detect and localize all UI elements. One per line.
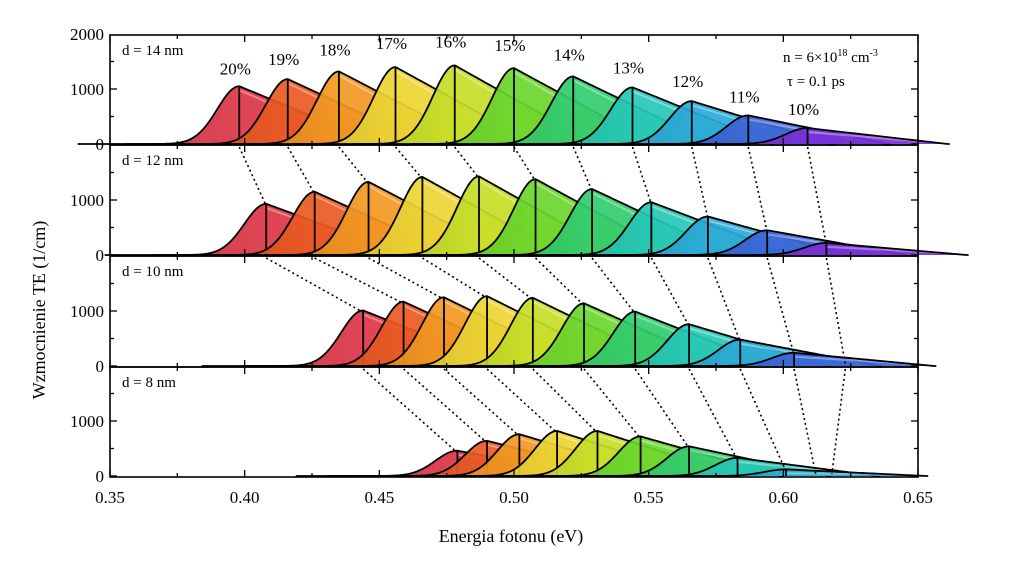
x-tick-label: 0.40 (230, 488, 260, 507)
trend-line-18pct (338, 146, 520, 437)
trend-line-20pct (238, 146, 458, 454)
composition-label-19pct: 19% (268, 50, 299, 69)
panel-label: d = 12 nm (122, 153, 184, 169)
trend-line-14pct (572, 146, 690, 449)
x-axis-title: Energia fotonu (eV) (439, 526, 584, 547)
x-tick-label: 0.35 (95, 488, 125, 507)
panel-d-12-nm: d = 12 nm (104, 153, 970, 256)
gain-curve-10pct (645, 127, 951, 145)
y-tick-label: 2000 (70, 25, 104, 44)
y-tick-label: 1000 (70, 302, 104, 321)
trend-line-17pct (394, 146, 558, 434)
x-tick-label: 0.55 (634, 488, 664, 507)
panel-label: d = 14 nm (122, 43, 184, 59)
trend-line-12pct (691, 146, 787, 472)
composition-label-17pct: 17% (376, 34, 407, 53)
composition-label-20pct: 20% (220, 59, 251, 78)
trend-line-13pct (631, 146, 739, 461)
composition-trend-lines (238, 146, 847, 475)
panel-d-10-nm: d = 10 nm (122, 264, 937, 367)
carrier-density-annotation: n = 6×1018 cm-3 (783, 48, 878, 66)
x-tick-label: 0.45 (364, 488, 394, 507)
trend-line-15pct (513, 146, 642, 439)
composition-label-18pct: 18% (319, 40, 350, 59)
y-tick-label: 0 (96, 246, 105, 265)
gain-fill-12pct (624, 469, 929, 476)
composition-label-15pct: 15% (494, 36, 525, 55)
gain-fill-10pct (645, 128, 951, 144)
y-tick-label: 0 (96, 467, 105, 486)
panels-layer: d = 14 nm d = 12 nm d = 10 nm d = 8 nm 20% 19… (77, 32, 970, 477)
panel-d-14-nm: d = 14 nm (77, 43, 951, 145)
trend-line-16pct (454, 146, 599, 434)
panel-label: d = 10 nm (122, 264, 184, 280)
gain-fill-10pct (664, 242, 970, 255)
gain-curve-11pct (632, 351, 937, 367)
gain-outline-10pct (645, 127, 950, 145)
x-tick-label: 0.60 (768, 488, 798, 507)
trend-line-10pct (806, 146, 847, 475)
panel-d-8-nm: d = 8 nm (122, 375, 929, 477)
y-axis-title: Wzmocnienie TE (1/cm) (29, 221, 50, 400)
trend-line-19pct (287, 146, 488, 444)
x-tick-label: 0.50 (499, 488, 529, 507)
composition-label-10pct: 10% (788, 100, 819, 119)
gain-outline-12pct (624, 468, 929, 477)
composition-label-11pct: 11% (729, 87, 760, 106)
y-tick-label: 1000 (70, 80, 104, 99)
composition-label-16pct: 16% (435, 32, 466, 51)
composition-label-13pct: 13% (613, 58, 644, 77)
y-tick-label: 0 (96, 357, 105, 376)
trend-line-11pct (747, 146, 817, 475)
gain-outline-11pct (632, 351, 937, 367)
composition-label-12pct: 12% (672, 72, 703, 91)
relaxation-time-annotation: τ = 0.1 ps (787, 74, 845, 90)
gain-fill-11pct (632, 352, 937, 366)
composition-label-14pct: 14% (554, 45, 585, 64)
axis-ticks: 0.35 0.40 0.45 0.50 0.55 0.60 0.65 0 1000 2000 0 10… (70, 25, 933, 507)
x-tick-label: 0.65 (903, 488, 933, 507)
y-tick-label: 1000 (70, 191, 104, 210)
y-tick-label: 1000 (70, 412, 104, 431)
panel-label: d = 8 nm (122, 375, 176, 391)
gain-curve-12pct (624, 468, 929, 477)
y-tick-label: 0 (96, 135, 105, 154)
